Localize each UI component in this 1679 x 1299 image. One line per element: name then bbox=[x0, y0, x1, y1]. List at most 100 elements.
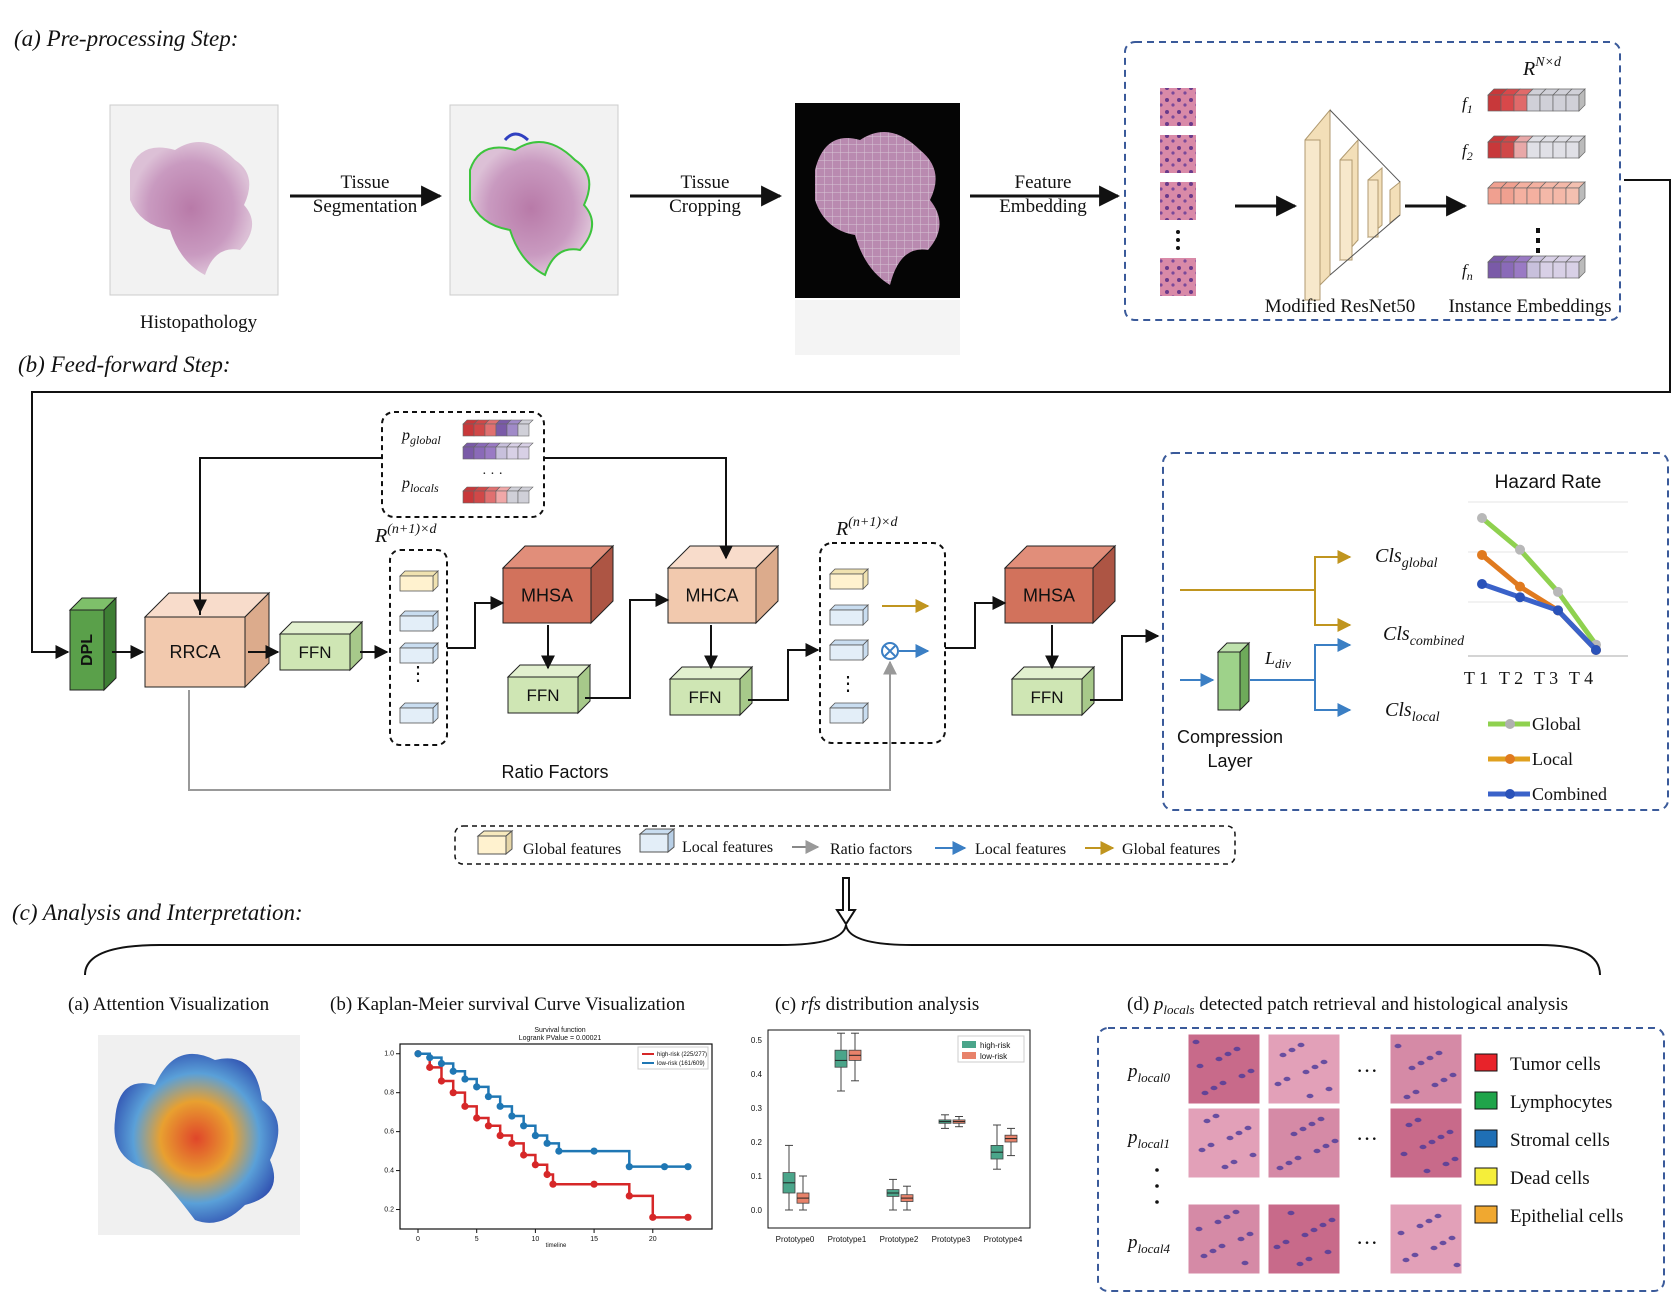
patch-nucleus bbox=[1305, 1256, 1313, 1262]
ffn-block-1-front bbox=[279, 633, 351, 671]
hazard-point-combined bbox=[1477, 579, 1487, 589]
hazard-legend-dot bbox=[1505, 754, 1515, 764]
box-y-tick-label: 0.2 bbox=[751, 1138, 763, 1147]
km-censor-mark bbox=[531, 1161, 539, 1169]
patch-nucleus bbox=[1428, 1139, 1436, 1145]
patch-nucleus bbox=[1296, 1261, 1304, 1267]
dpl-label: DPL bbox=[79, 634, 96, 666]
cell-legend-swatch bbox=[1474, 1053, 1498, 1072]
patch-nucleus bbox=[1405, 1122, 1413, 1128]
prototype-cell bbox=[495, 446, 508, 460]
p-global-label: pglobal bbox=[401, 427, 441, 447]
patch-nucleus bbox=[1247, 1068, 1255, 1074]
patch-nucleus bbox=[1328, 1217, 1336, 1223]
embed-label: Instance Embeddings bbox=[1448, 296, 1611, 317]
ratio-factors-label: Ratio Factors bbox=[501, 762, 608, 782]
prototype-cell bbox=[484, 490, 497, 504]
box-y-tick-label: 0.1 bbox=[751, 1172, 763, 1181]
patch-nucleus bbox=[1416, 1223, 1424, 1229]
patch-row-label-0: plocal0 bbox=[1126, 1061, 1170, 1085]
ffn-block-2-front bbox=[507, 676, 579, 714]
patch-nucleus bbox=[1230, 1159, 1238, 1165]
panel-b-title: (b) Kaplan-Meier survival Curve Visualiz… bbox=[330, 994, 686, 1015]
embedding-row-label: f1 bbox=[1462, 94, 1473, 116]
embedding-cell bbox=[1500, 141, 1515, 159]
embedding-cell bbox=[1526, 141, 1541, 159]
patch-nucleus bbox=[1238, 1073, 1246, 1079]
token-cubes bbox=[399, 568, 869, 724]
local-token-2 bbox=[829, 707, 864, 724]
flow-lines bbox=[112, 457, 1160, 701]
km-y-tick-label: 0.8 bbox=[384, 1090, 394, 1097]
embedding-cell bbox=[1513, 94, 1528, 112]
patch-nucleus bbox=[1434, 1213, 1442, 1219]
patch-nucleus bbox=[1417, 1060, 1425, 1066]
ffn-block-1-top bbox=[278, 621, 364, 635]
km-legend-label: low-risk (161/609) bbox=[657, 1061, 705, 1067]
local-token-1-top bbox=[399, 642, 439, 649]
box-legend-label: low-risk bbox=[980, 1052, 1008, 1061]
box-y-tick-label: 0.4 bbox=[751, 1070, 763, 1079]
l-div-label: Ldiv bbox=[1264, 648, 1291, 671]
connector-embed-to-dpl bbox=[31, 179, 1671, 659]
hazard-x-label: T 1 bbox=[1464, 668, 1488, 688]
patch-nucleus bbox=[1218, 1243, 1226, 1249]
prototype-cell bbox=[473, 423, 486, 437]
output-arrows bbox=[1180, 550, 1352, 717]
km-censor-mark bbox=[461, 1075, 469, 1083]
token-dots-1: ⋮ bbox=[408, 663, 428, 685]
km-y-tick-label: 0.2 bbox=[384, 1207, 394, 1214]
embedding-cell bbox=[1513, 187, 1528, 205]
p-locals-label: plocals bbox=[401, 475, 439, 495]
patch-nucleus bbox=[1274, 1081, 1282, 1087]
embedding-cell bbox=[1526, 94, 1541, 112]
patch-nucleus bbox=[1290, 1131, 1298, 1137]
patch-nucleus bbox=[1200, 1253, 1208, 1259]
token-stack-dim-1: R(n+1)×d bbox=[374, 522, 437, 547]
panel-a-title: (a) Attention Visualization bbox=[68, 994, 270, 1015]
prototype-cell bbox=[517, 446, 530, 460]
km-y-tick-label: 0.4 bbox=[384, 1168, 394, 1175]
km-censor-mark bbox=[508, 1139, 516, 1147]
legend-local-features: Local features bbox=[682, 839, 773, 856]
legend-global-features: Global features bbox=[523, 841, 621, 858]
panel-c-title: (c) rfs distribution analysis bbox=[775, 994, 979, 1015]
km-censor-mark bbox=[449, 1089, 457, 1097]
feature-legend bbox=[454, 825, 1236, 865]
patch-image bbox=[1267, 1203, 1341, 1275]
token-stack-1 bbox=[389, 549, 448, 746]
arrow-embedding-label-2: Embedding bbox=[999, 196, 1087, 217]
patch-nucleus bbox=[1233, 1046, 1241, 1052]
km-title: Survival function bbox=[534, 1027, 585, 1034]
embedding-cell bbox=[1487, 141, 1502, 159]
km-censor-mark bbox=[649, 1213, 657, 1221]
patch-nucleus bbox=[1320, 1059, 1328, 1065]
box-x-label: Prototype2 bbox=[880, 1235, 919, 1244]
patch-nucleus bbox=[1221, 1164, 1229, 1170]
embedding-ellipsis-dot bbox=[1536, 248, 1540, 253]
embedding-cell bbox=[1526, 261, 1541, 279]
cell-legend-label: Stromal cells bbox=[1510, 1130, 1610, 1151]
patch-nucleus bbox=[1246, 1231, 1254, 1237]
arrow-segmentation-label-1: Tissue bbox=[341, 172, 390, 193]
patch-nucleus bbox=[1414, 1117, 1422, 1123]
wsi-segmented bbox=[449, 104, 619, 296]
arrow-cropping-label-1: Tissue bbox=[681, 172, 730, 193]
prototype-cell bbox=[473, 490, 486, 504]
patch-nucleus bbox=[1403, 1094, 1411, 1100]
mhca-block-label: MHCA bbox=[686, 586, 739, 606]
embedding-cell bbox=[1513, 261, 1528, 279]
token-stack-2 bbox=[819, 542, 946, 744]
prototype-panel bbox=[381, 411, 545, 518]
km-censor-mark bbox=[543, 1170, 551, 1179]
box-legend-label: high-risk bbox=[980, 1041, 1011, 1050]
hazard-legend-label: Local bbox=[1532, 749, 1573, 769]
mhsa-block-1-label: MHSA bbox=[521, 586, 573, 606]
local-token-1 bbox=[399, 615, 434, 632]
embedding-cell bbox=[1513, 141, 1528, 159]
patch-ellipsis-2: ··· bbox=[1356, 1230, 1378, 1255]
km-x-tick-label: 0 bbox=[416, 1236, 420, 1243]
patch-nucleus bbox=[1310, 1227, 1318, 1233]
legend-ratio-factors: Ratio factors bbox=[830, 841, 912, 858]
arrow-segmentation-label-2: Segmentation bbox=[313, 196, 418, 217]
